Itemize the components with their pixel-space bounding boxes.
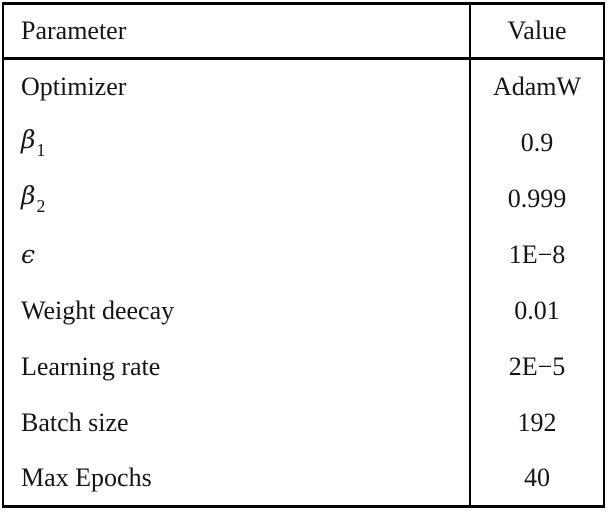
param-label: Batch size (21, 407, 129, 437)
param-math-symbol: ϵ (21, 239, 36, 269)
param-subscript: 2 (36, 196, 46, 217)
param-cell: Max Epochs (3, 450, 471, 507)
param-label: Optimizer (21, 72, 127, 102)
value-cell: 0.01 (514, 295, 560, 325)
param-label: Learning rate (21, 351, 161, 381)
param-math-symbol: β (21, 125, 36, 155)
param-subscript: 1 (36, 140, 46, 161)
param-cell: Optimizer (3, 58, 471, 115)
param-cell: β2 (3, 170, 471, 227)
value-cell: 40 (524, 462, 550, 492)
table-body: Optimizer AdamW β1 0.9 β2 0.999 ϵ 1E−8 Weight de… (3, 58, 604, 507)
value-cell: AdamW (492, 72, 582, 102)
param-cell: Weight deecay (3, 282, 471, 339)
param-label: Max Epochs (21, 462, 152, 492)
column-header-value: Value (470, 3, 604, 60)
table-row: Batch size 192 (3, 394, 604, 451)
param-cell: β1 (3, 114, 471, 171)
header-row: Parameter Value (3, 3, 604, 60)
table-row: Optimizer AdamW (3, 58, 604, 115)
table-row: Max Epochs 40 (3, 450, 604, 507)
value-cell: 1E−8 (508, 239, 566, 269)
table-row: Weight deecay 0.01 (3, 282, 604, 339)
table-row: β2 0.999 (3, 170, 604, 227)
param-cell: ϵ (3, 226, 471, 283)
hyperparameters-table: Parameter Value Optimizer AdamW β1 0.9 β2 0.9… (2, 2, 605, 508)
table-row: Learning rate 2E−5 (3, 338, 604, 395)
param-cell: Batch size (3, 394, 471, 451)
value-cell: 0.9 (520, 127, 554, 157)
value-cell: 2E−5 (508, 351, 566, 381)
column-header-parameter: Parameter (3, 3, 471, 60)
table-row: ϵ 1E−8 (3, 226, 604, 283)
value-cell: 192 (517, 407, 557, 437)
table-header: Parameter Value (3, 3, 604, 60)
param-label: Weight deecay (21, 295, 175, 325)
table-row: β1 0.9 (3, 114, 604, 171)
value-cell: 0.999 (507, 183, 567, 213)
param-math-symbol: β (21, 181, 36, 211)
param-cell: Learning rate (3, 338, 471, 395)
